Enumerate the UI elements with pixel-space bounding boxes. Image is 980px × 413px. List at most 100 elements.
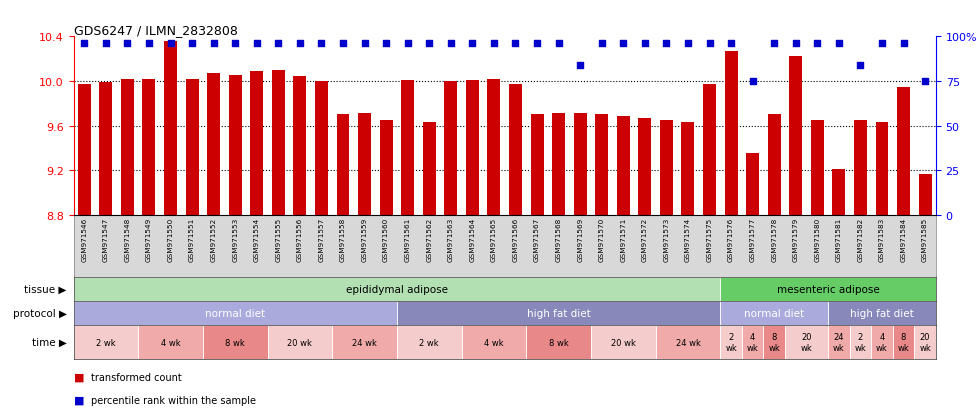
Bar <box>918 174 932 215</box>
Bar <box>638 119 652 215</box>
Text: 2
wk: 2 wk <box>855 332 866 352</box>
Point <box>141 41 157 47</box>
Bar <box>573 114 587 215</box>
Text: ■: ■ <box>74 372 84 382</box>
Point <box>529 41 545 47</box>
Text: GSM971553: GSM971553 <box>232 217 238 261</box>
Bar <box>228 76 242 215</box>
Text: 8 wk: 8 wk <box>225 338 245 347</box>
Text: GSM971555: GSM971555 <box>275 217 281 261</box>
Bar <box>854 121 867 215</box>
Bar <box>681 123 695 215</box>
Bar <box>742 325 763 359</box>
Point <box>249 41 265 47</box>
Text: 24 wk: 24 wk <box>675 338 701 347</box>
Text: GSM971560: GSM971560 <box>383 217 389 261</box>
Text: GSM971567: GSM971567 <box>534 217 540 261</box>
Bar <box>444 82 458 215</box>
Text: 8
wk: 8 wk <box>898 332 909 352</box>
Text: GSM971583: GSM971583 <box>879 217 885 261</box>
Bar <box>138 325 203 359</box>
Bar <box>397 301 720 325</box>
Point <box>120 41 135 47</box>
Point <box>594 41 610 47</box>
Bar <box>785 325 828 359</box>
Text: GSM971573: GSM971573 <box>663 217 669 261</box>
Point <box>335 41 351 47</box>
Text: normal diet: normal diet <box>205 308 266 318</box>
Bar <box>720 325 742 359</box>
Text: tissue ▶: tissue ▶ <box>24 284 67 294</box>
Text: GSM971582: GSM971582 <box>858 217 863 261</box>
Text: GSM971580: GSM971580 <box>814 217 820 261</box>
Bar <box>810 121 824 215</box>
Point <box>76 41 92 47</box>
Bar <box>832 170 846 215</box>
Bar <box>185 79 199 215</box>
Text: GSM971565: GSM971565 <box>491 217 497 261</box>
Bar <box>875 123 889 215</box>
Text: GSM971561: GSM971561 <box>405 217 411 261</box>
Bar <box>203 325 268 359</box>
Text: 2 wk: 2 wk <box>419 338 439 347</box>
Point <box>637 41 653 47</box>
Point <box>809 41 825 47</box>
Point <box>378 41 394 47</box>
Point <box>680 41 696 47</box>
Text: 20
wk: 20 wk <box>919 332 931 352</box>
Point <box>314 41 329 47</box>
Bar <box>422 123 436 215</box>
Bar <box>397 325 462 359</box>
Bar <box>767 115 781 215</box>
Point <box>206 41 221 47</box>
Point <box>615 41 631 47</box>
Text: transformed count: transformed count <box>91 372 182 382</box>
Text: GSM971566: GSM971566 <box>513 217 518 261</box>
Bar <box>789 57 803 215</box>
Bar <box>720 301 828 325</box>
Bar <box>850 325 871 359</box>
Bar <box>526 325 591 359</box>
Text: GSM971568: GSM971568 <box>556 217 562 261</box>
Bar <box>271 71 285 215</box>
Text: GSM971557: GSM971557 <box>318 217 324 261</box>
Text: GSM971572: GSM971572 <box>642 217 648 261</box>
Text: 4
wk: 4 wk <box>876 332 888 352</box>
Bar <box>591 325 656 359</box>
Bar <box>142 79 156 215</box>
Point <box>163 41 178 47</box>
Point <box>270 41 286 47</box>
Text: GSM971546: GSM971546 <box>81 217 87 261</box>
Text: percentile rank within the sample: percentile rank within the sample <box>91 395 256 405</box>
Bar <box>336 115 350 215</box>
Text: epididymal adipose: epididymal adipose <box>346 284 448 294</box>
Point <box>400 41 416 47</box>
Bar <box>358 114 371 215</box>
Bar <box>660 121 673 215</box>
Point <box>227 41 243 47</box>
Text: GSM971576: GSM971576 <box>728 217 734 261</box>
Text: GSM971585: GSM971585 <box>922 217 928 261</box>
Bar <box>74 277 720 301</box>
Text: GSM971554: GSM971554 <box>254 217 260 261</box>
Point <box>917 78 933 85</box>
Text: high fat diet: high fat diet <box>850 308 914 318</box>
Bar <box>332 325 397 359</box>
Bar <box>315 82 328 215</box>
Bar <box>401 81 415 215</box>
Point <box>465 41 480 47</box>
Bar <box>74 301 397 325</box>
Text: GSM971550: GSM971550 <box>168 217 173 261</box>
Point <box>98 41 114 47</box>
Text: 8
wk: 8 wk <box>768 332 780 352</box>
Bar <box>828 301 936 325</box>
Bar <box>74 325 138 359</box>
Text: GSM971569: GSM971569 <box>577 217 583 261</box>
Text: GDS6247 / ILMN_2832808: GDS6247 / ILMN_2832808 <box>74 24 237 37</box>
Bar <box>914 325 936 359</box>
Bar <box>616 116 630 215</box>
Text: GSM971581: GSM971581 <box>836 217 842 261</box>
Point <box>184 41 200 47</box>
Text: normal diet: normal diet <box>744 308 805 318</box>
Text: 20
wk: 20 wk <box>801 332 812 352</box>
